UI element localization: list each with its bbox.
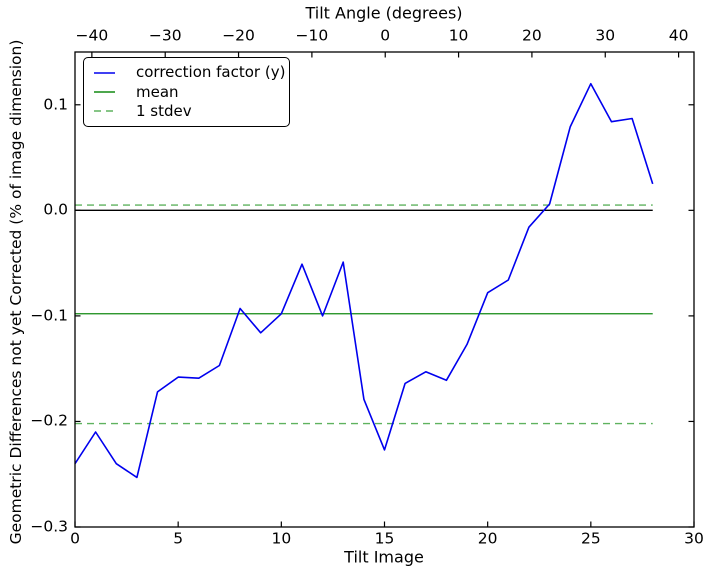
top-tick-label: 0 <box>380 26 391 45</box>
blue-line-sample-icon <box>94 71 115 74</box>
green-dashed-line-sample-icon <box>94 110 115 113</box>
top-tick-label: 20 <box>522 26 542 45</box>
y-tick-label: −0.1 <box>30 306 68 325</box>
x-tick-label: 0 <box>70 529 80 548</box>
top-tick-label: −10 <box>295 26 329 45</box>
x-tick-label: 10 <box>271 529 292 548</box>
y-axis-title: Geometric Differences not yet Corrected … <box>7 39 25 545</box>
x-axis-title: Tilt Image <box>344 547 424 567</box>
y-tick-label: −0.3 <box>30 517 68 536</box>
x-tick-label: 30 <box>684 529 704 548</box>
legend-item-mean: mean <box>94 82 285 101</box>
top-tick-label: −20 <box>222 26 255 45</box>
y-tick-label: 0.0 <box>43 200 68 219</box>
y-tick-label: 0.1 <box>43 95 68 114</box>
legend-label: correction factor (y) <box>136 63 286 82</box>
x-tick-label: 15 <box>374 529 395 548</box>
legend-label: 1 stdev <box>136 101 192 120</box>
top-tick-label: −30 <box>148 26 182 45</box>
x-tick-label: 20 <box>477 529 498 548</box>
legend-item-correction-factor: correction factor (y) <box>94 65 285 80</box>
x-tick-label: 5 <box>173 529 184 548</box>
legend-item-1-stdev: 1 stdev <box>94 101 285 120</box>
y-tick-label: −0.2 <box>30 411 68 430</box>
series-line <box>74 82 654 479</box>
legend: correction factor (y) mean 1 stdev <box>83 57 290 127</box>
top-tick-label: −40 <box>75 26 109 45</box>
legend-label: mean <box>136 82 179 101</box>
x-tick-label: 25 <box>580 529 601 548</box>
top-tick-label: 30 <box>595 26 616 45</box>
top-tick-label: 10 <box>448 26 469 45</box>
green-line-sample-icon <box>94 91 115 93</box>
top-tick-label: 40 <box>668 26 689 45</box>
top-axis-title: Tilt Angle (degrees) <box>305 3 463 23</box>
